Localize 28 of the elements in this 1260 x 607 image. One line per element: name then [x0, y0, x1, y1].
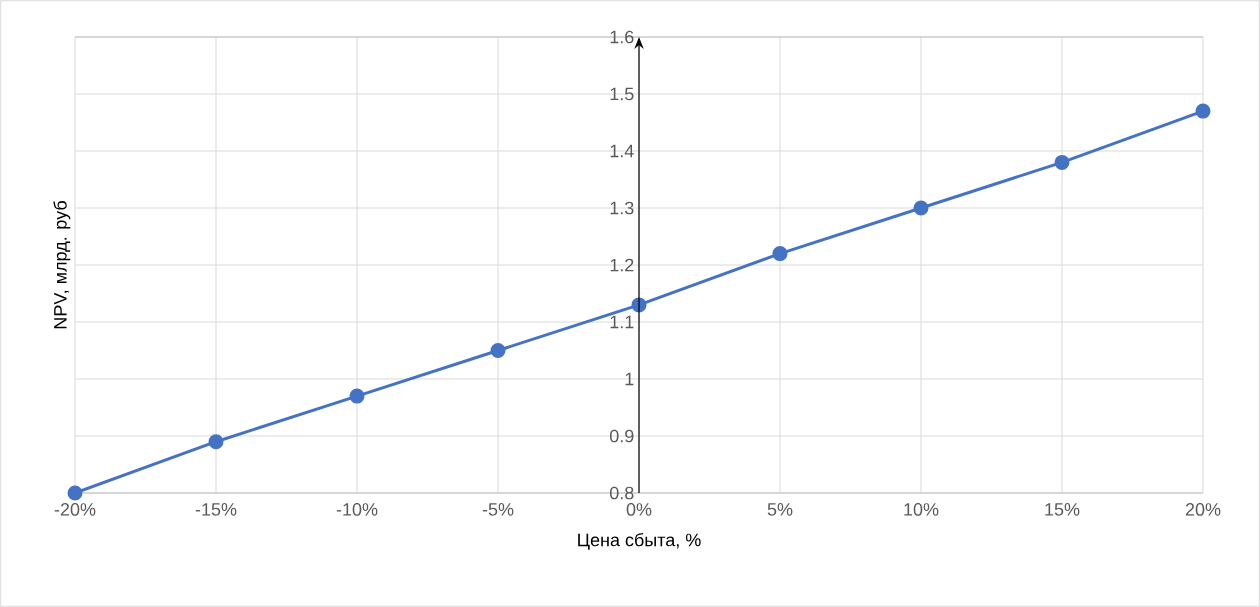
- x-tick-label: -15%: [195, 503, 237, 516]
- x-tick-label: 15%: [1045, 503, 1080, 516]
- y-tick-label: 0.9: [609, 429, 634, 443]
- point: [772, 246, 788, 262]
- x-tick-label: -5%: [482, 503, 514, 516]
- x-tick-label: 20%: [1185, 503, 1221, 516]
- point: [1195, 103, 1211, 119]
- point: [67, 485, 83, 501]
- point: [1054, 154, 1070, 170]
- y-tick-label: 0.8: [609, 486, 634, 500]
- x-tick-label: 10%: [904, 503, 939, 516]
- y-tick-label: 1.3: [610, 201, 634, 215]
- y-tick-label: 1.1: [610, 315, 634, 329]
- y-axis-title: NPV, млрд. руб: [53, 201, 71, 329]
- x-tick-label: 0%: [626, 503, 652, 516]
- y-tick-label: 1: [625, 372, 634, 386]
- x-tick-label: -10%: [336, 503, 378, 516]
- point: [208, 434, 224, 450]
- point: [349, 388, 365, 404]
- x-axis-title: Цена сбыта, %: [578, 532, 701, 550]
- y-tick-label: 1.6: [610, 30, 634, 44]
- y-tick-label: 1.2: [610, 258, 634, 272]
- y-tick-label: 1.5: [610, 87, 634, 101]
- y-tick-label: 1.4: [610, 144, 634, 158]
- point: [490, 343, 506, 358]
- point: [913, 200, 929, 216]
- x-tick-label: 5%: [767, 503, 793, 516]
- x-tick-label: -20%: [54, 503, 96, 516]
